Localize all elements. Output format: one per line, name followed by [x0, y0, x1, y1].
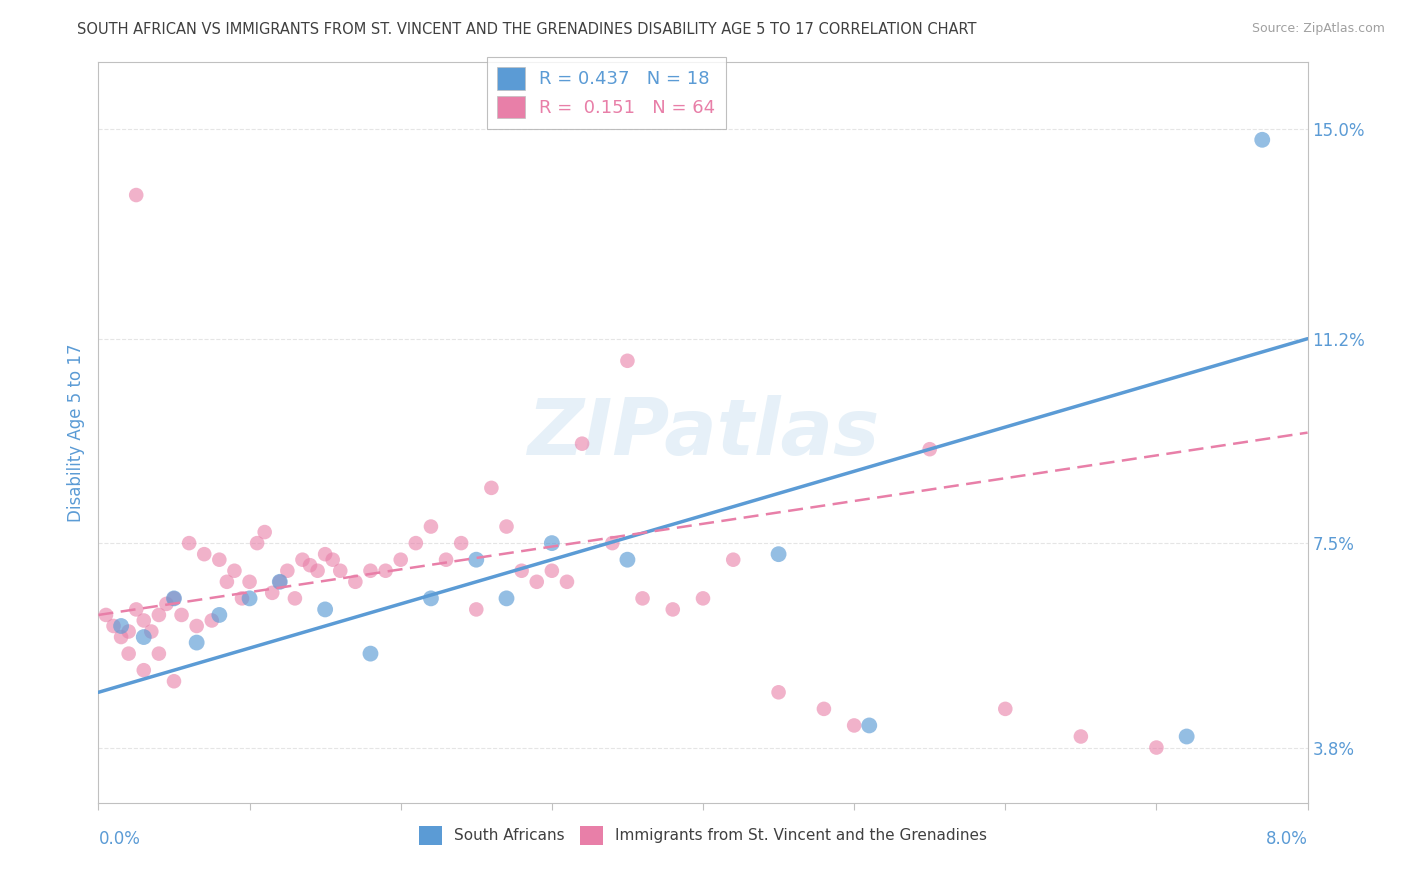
Text: Source: ZipAtlas.com: Source: ZipAtlas.com [1251, 22, 1385, 36]
Point [420, 591, 443, 606]
Point [239, 574, 262, 589]
Point [540, 564, 562, 578]
Point [163, 591, 186, 606]
Point [299, 558, 322, 573]
Point [141, 624, 163, 639]
Point [510, 564, 533, 578]
Point [495, 591, 517, 606]
Point [844, 718, 866, 732]
Point [125, 188, 148, 202]
Text: SOUTH AFRICAN VS IMMIGRANTS FROM ST. VINCENT AND THE GRENADINES DISABILITY AGE 5: SOUTH AFRICAN VS IMMIGRANTS FROM ST. VIN… [77, 22, 977, 37]
Point [94, 607, 117, 622]
Text: ZIPatlas: ZIPatlas [527, 394, 879, 471]
Point [155, 597, 177, 611]
Point [179, 536, 201, 550]
Point [110, 630, 132, 644]
Point [540, 536, 562, 550]
Point [631, 591, 654, 606]
Point [723, 552, 745, 566]
Point [1175, 730, 1198, 744]
Point [170, 607, 193, 622]
Point [389, 552, 412, 566]
Point [768, 547, 790, 561]
Point [602, 536, 624, 550]
Point [465, 552, 488, 566]
Point [434, 552, 457, 566]
Point [1251, 133, 1274, 147]
Point [616, 353, 638, 368]
Point [307, 564, 329, 578]
Point [231, 591, 253, 606]
Point [201, 614, 224, 628]
Point [276, 564, 298, 578]
Point [291, 552, 314, 566]
Point [322, 552, 344, 566]
Point [465, 602, 488, 616]
Point [125, 602, 148, 616]
Point [858, 718, 880, 732]
Point [994, 702, 1017, 716]
Point [132, 614, 155, 628]
Point [215, 574, 238, 589]
Point [132, 630, 155, 644]
Point [360, 647, 382, 661]
Point [616, 552, 638, 566]
Point [813, 702, 835, 716]
Point [571, 436, 593, 450]
Point [163, 674, 186, 689]
Y-axis label: Disability Age 5 to 17: Disability Age 5 to 17 [66, 343, 84, 522]
Point [555, 574, 578, 589]
Point [405, 536, 427, 550]
Point [918, 442, 941, 457]
Point [163, 591, 186, 606]
Point [661, 602, 683, 616]
Point [118, 624, 141, 639]
Point [110, 619, 132, 633]
Point [360, 564, 382, 578]
Point [103, 619, 125, 633]
Point [262, 586, 284, 600]
Point [692, 591, 714, 606]
Point [253, 524, 276, 539]
Point [420, 519, 443, 533]
Point [314, 602, 336, 616]
Point [246, 536, 269, 550]
Point [450, 536, 472, 550]
Point [1070, 730, 1092, 744]
Point [118, 647, 141, 661]
Point [208, 552, 231, 566]
Point [329, 564, 352, 578]
Point [208, 607, 231, 622]
Point [224, 564, 246, 578]
Point [1146, 740, 1168, 755]
Point [481, 481, 503, 495]
Point [284, 591, 307, 606]
Point [186, 635, 208, 649]
Point [269, 574, 291, 589]
Point [768, 685, 790, 699]
Text: 0.0%: 0.0% [98, 830, 141, 848]
Point [193, 547, 215, 561]
Point [186, 619, 208, 633]
Text: 8.0%: 8.0% [1265, 830, 1308, 848]
Point [526, 574, 548, 589]
Point [344, 574, 367, 589]
Point [269, 574, 291, 589]
Point [148, 607, 170, 622]
Point [374, 564, 396, 578]
Legend: South Africans, Immigrants from St. Vincent and the Grenadines: South Africans, Immigrants from St. Vinc… [413, 820, 993, 851]
Point [148, 647, 170, 661]
Point [239, 591, 262, 606]
Point [495, 519, 517, 533]
Point [314, 547, 336, 561]
Point [132, 663, 155, 677]
